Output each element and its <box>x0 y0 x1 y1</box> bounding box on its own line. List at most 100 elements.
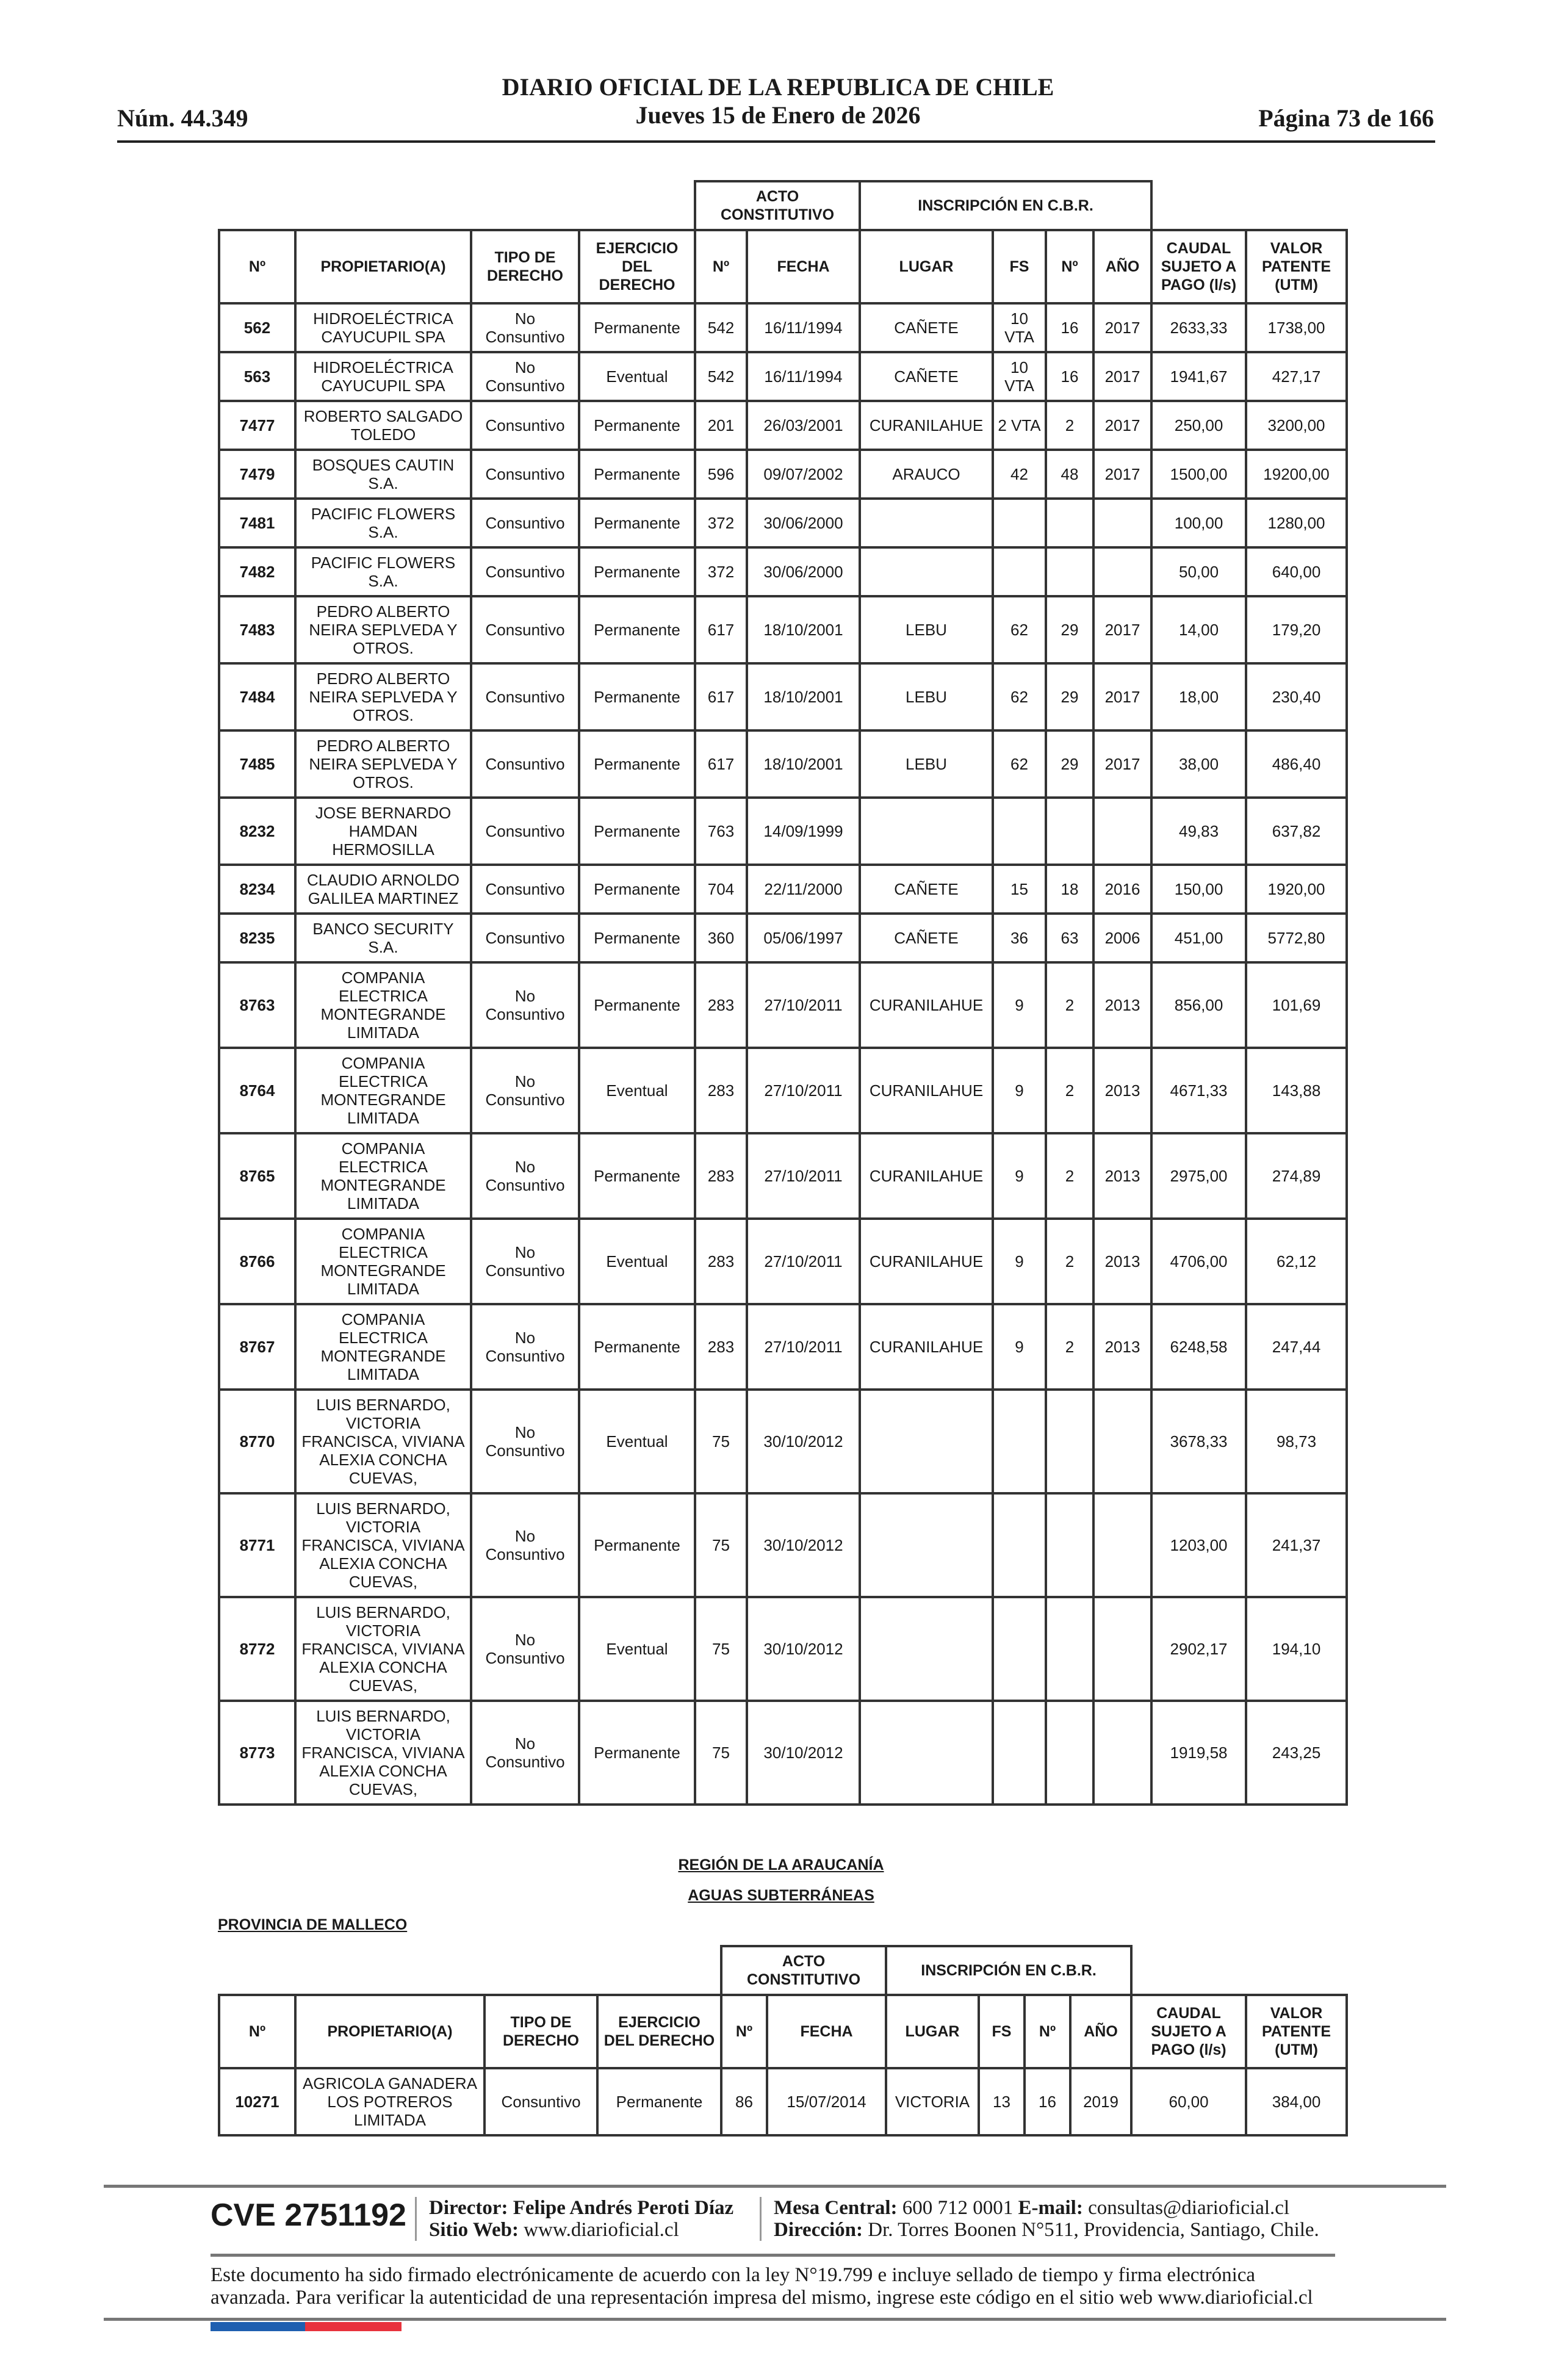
mesa-label: Mesa Central: <box>774 2197 898 2219</box>
cell-cbr-year: 2013 <box>1092 1217 1153 1305</box>
cell-owner: LUIS BERNARDO, VICTORIA FRANCISCA, VIVIA… <box>294 1492 472 1598</box>
header-owner: PROPIETARIO(A) <box>294 1994 486 2069</box>
cell-exercise: Permanente <box>578 912 696 964</box>
cell-exercise: Permanente <box>578 1492 696 1598</box>
right-type-text: No Consuntivo <box>485 1423 565 1460</box>
cell-cbr-number: 16 <box>1045 351 1095 402</box>
table-row: 8234 CLAUDIO ARNOLDO GALILEA MARTINEZ Cons… <box>218 864 1349 915</box>
director-name: Felipe Andrés Peroti Díaz <box>513 2197 734 2219</box>
cell-cbr-year: 2016 <box>1092 864 1153 915</box>
province-heading: PROVINCIA DE MALLECO <box>218 1916 408 1933</box>
cell-exercise: Eventual <box>578 1047 696 1134</box>
header-cbr-year: AÑO <box>1068 1994 1133 2069</box>
header-exercise: EJERCICIO DEL DERECHO <box>596 1994 722 2069</box>
cell-cbr-number: 2 <box>1045 1303 1095 1391</box>
cell-patent-value: 3200,00 <box>1245 400 1349 451</box>
table-row: 7483 PEDRO ALBERTO NEIRA SEPLVEDA Y OTROS… <box>218 595 1349 665</box>
cell-cbr-year: 2017 <box>1092 351 1153 402</box>
cell-flow: 18,00 <box>1150 662 1248 732</box>
group-spacer <box>1131 1946 1347 1995</box>
cell-right-type: No Consuntivo <box>470 1700 580 1806</box>
cell-cbr-year: 2017 <box>1092 595 1153 665</box>
cell-patent-value: 1280,00 <box>1245 497 1349 549</box>
cell-id: 8770 <box>218 1388 297 1495</box>
table-row: 7477 ROBERTO SALGADO TOLEDO Consuntivo Perm… <box>218 400 1349 451</box>
cell-owner: COMPANIA ELECTRICA MONTEGRANDE LIMITADA <box>294 1132 472 1220</box>
cell-acto-number: 283 <box>694 961 748 1049</box>
cell-cbr-fs <box>992 1700 1047 1806</box>
cell-flow: 1203,00 <box>1150 1492 1248 1598</box>
cell-acto-date: 27/10/2011 <box>746 1047 861 1134</box>
cell-cbr-fs <box>992 1596 1047 1702</box>
cell-cbr-number: 2 <box>1045 961 1095 1049</box>
cell-acto-number: 283 <box>694 1303 748 1391</box>
cell-acto-date: 30/10/2012 <box>746 1596 861 1702</box>
cell-id: 8767 <box>218 1303 297 1391</box>
table-row: 8766 COMPANIA ELECTRICA MONTEGRANDE LIMIT… <box>218 1217 1349 1305</box>
cell-cbr-year <box>1092 1700 1153 1806</box>
cell-exercise: Eventual <box>578 1388 696 1495</box>
right-type-text: Consuntivo <box>485 514 565 532</box>
cell-patent-value: 101,69 <box>1245 961 1349 1049</box>
cell-flow: 2902,17 <box>1150 1596 1248 1702</box>
cell-acto-number: 75 <box>694 1388 748 1495</box>
mesa-phone: 600 712 0001 <box>902 2197 1014 2219</box>
header-patent-value: VALOR PATENTE (UTM) <box>1245 1994 1349 2069</box>
cell-cbr-year: 2017 <box>1092 449 1153 500</box>
website-link[interactable]: www.diarioficial.cl <box>524 2219 679 2241</box>
cell-exercise: Permanente <box>578 1132 696 1220</box>
cell-patent-value: 486,40 <box>1245 729 1349 799</box>
cell-acto-number: 360 <box>694 912 748 964</box>
cell-cbr-number: 18 <box>1045 864 1095 915</box>
right-type-text: No Consuntivo <box>485 1158 565 1194</box>
cell-owner: JOSE BERNARDO HAMDAN HERMOSILLA <box>294 796 472 866</box>
cell-flow: 4671,33 <box>1150 1047 1248 1134</box>
cell-acto-date: 26/03/2001 <box>746 400 861 451</box>
right-type-text: No Consuntivo <box>485 309 565 346</box>
issue-date: Jueves 15 de Enero de 2026 <box>635 101 921 129</box>
cell-id: 562 <box>218 302 297 353</box>
cell-acto-date: 18/10/2001 <box>746 662 861 732</box>
cell-exercise: Eventual <box>578 1596 696 1702</box>
header-cbr-number: Nº <box>1023 1994 1072 2069</box>
cell-flow: 49,83 <box>1150 796 1248 866</box>
cell-cbr-number: 29 <box>1045 595 1095 665</box>
cell-exercise: Permanente <box>578 400 696 451</box>
right-type-text: Consuntivo <box>485 755 565 773</box>
cell-right-type: No Consuntivo <box>470 1303 580 1391</box>
cell-right-type: Consuntivo <box>483 2067 599 2137</box>
cell-owner: COMPANIA ELECTRICA MONTEGRANDE LIMITADA <box>294 1217 472 1305</box>
header-right-type: TIPO DE DERECHO <box>470 229 580 305</box>
cell-acto-number: 617 <box>694 662 748 732</box>
cell-acto-date: 22/11/2000 <box>746 864 861 915</box>
right-type-text: No Consuntivo <box>485 358 565 395</box>
cell-patent-value: 5772,80 <box>1245 912 1349 964</box>
cell-owner: PEDRO ALBERTO NEIRA SEPLVEDA Y OTROS. <box>294 662 472 732</box>
cell-flow: 3678,33 <box>1150 1388 1248 1495</box>
cell-cbr-number <box>1045 1596 1095 1702</box>
cell-patent-value: 1920,00 <box>1245 864 1349 915</box>
cell-right-type: Consuntivo <box>470 796 580 866</box>
cell-cbr-number: 2 <box>1045 1217 1095 1305</box>
cell-cbr-fs: 62 <box>992 729 1047 799</box>
email-link[interactable]: consultas@diarioficial.cl <box>1088 2197 1290 2219</box>
header-acto-date: FECHA <box>766 1994 887 2069</box>
cell-flow: 2633,33 <box>1150 302 1248 353</box>
right-type-text: No Consuntivo <box>485 1072 565 1109</box>
right-type-text: No Consuntivo <box>485 1631 565 1667</box>
cell-id: 8766 <box>218 1217 297 1305</box>
cell-acto-number: 372 <box>694 497 748 549</box>
page-number: Página 73 de 166 <box>1258 104 1434 132</box>
cell-id: 7483 <box>218 595 297 665</box>
right-type-text: Consuntivo <box>485 822 565 840</box>
cell-acto-number: 542 <box>694 302 748 353</box>
cell-id: 8773 <box>218 1700 297 1806</box>
cell-cbr-number: 16 <box>1023 2067 1072 2137</box>
group-spacer <box>219 1946 721 1995</box>
cell-owner: LUIS BERNARDO, VICTORIA FRANCISCA, VIVIA… <box>294 1596 472 1702</box>
cell-patent-value: 143,88 <box>1245 1047 1349 1134</box>
cell-flow: 2975,00 <box>1150 1132 1248 1220</box>
cell-patent-value: 247,44 <box>1245 1303 1349 1391</box>
cell-cbr-place <box>859 497 994 549</box>
cell-owner: PACIFIC FLOWERS S.A. <box>294 497 472 549</box>
